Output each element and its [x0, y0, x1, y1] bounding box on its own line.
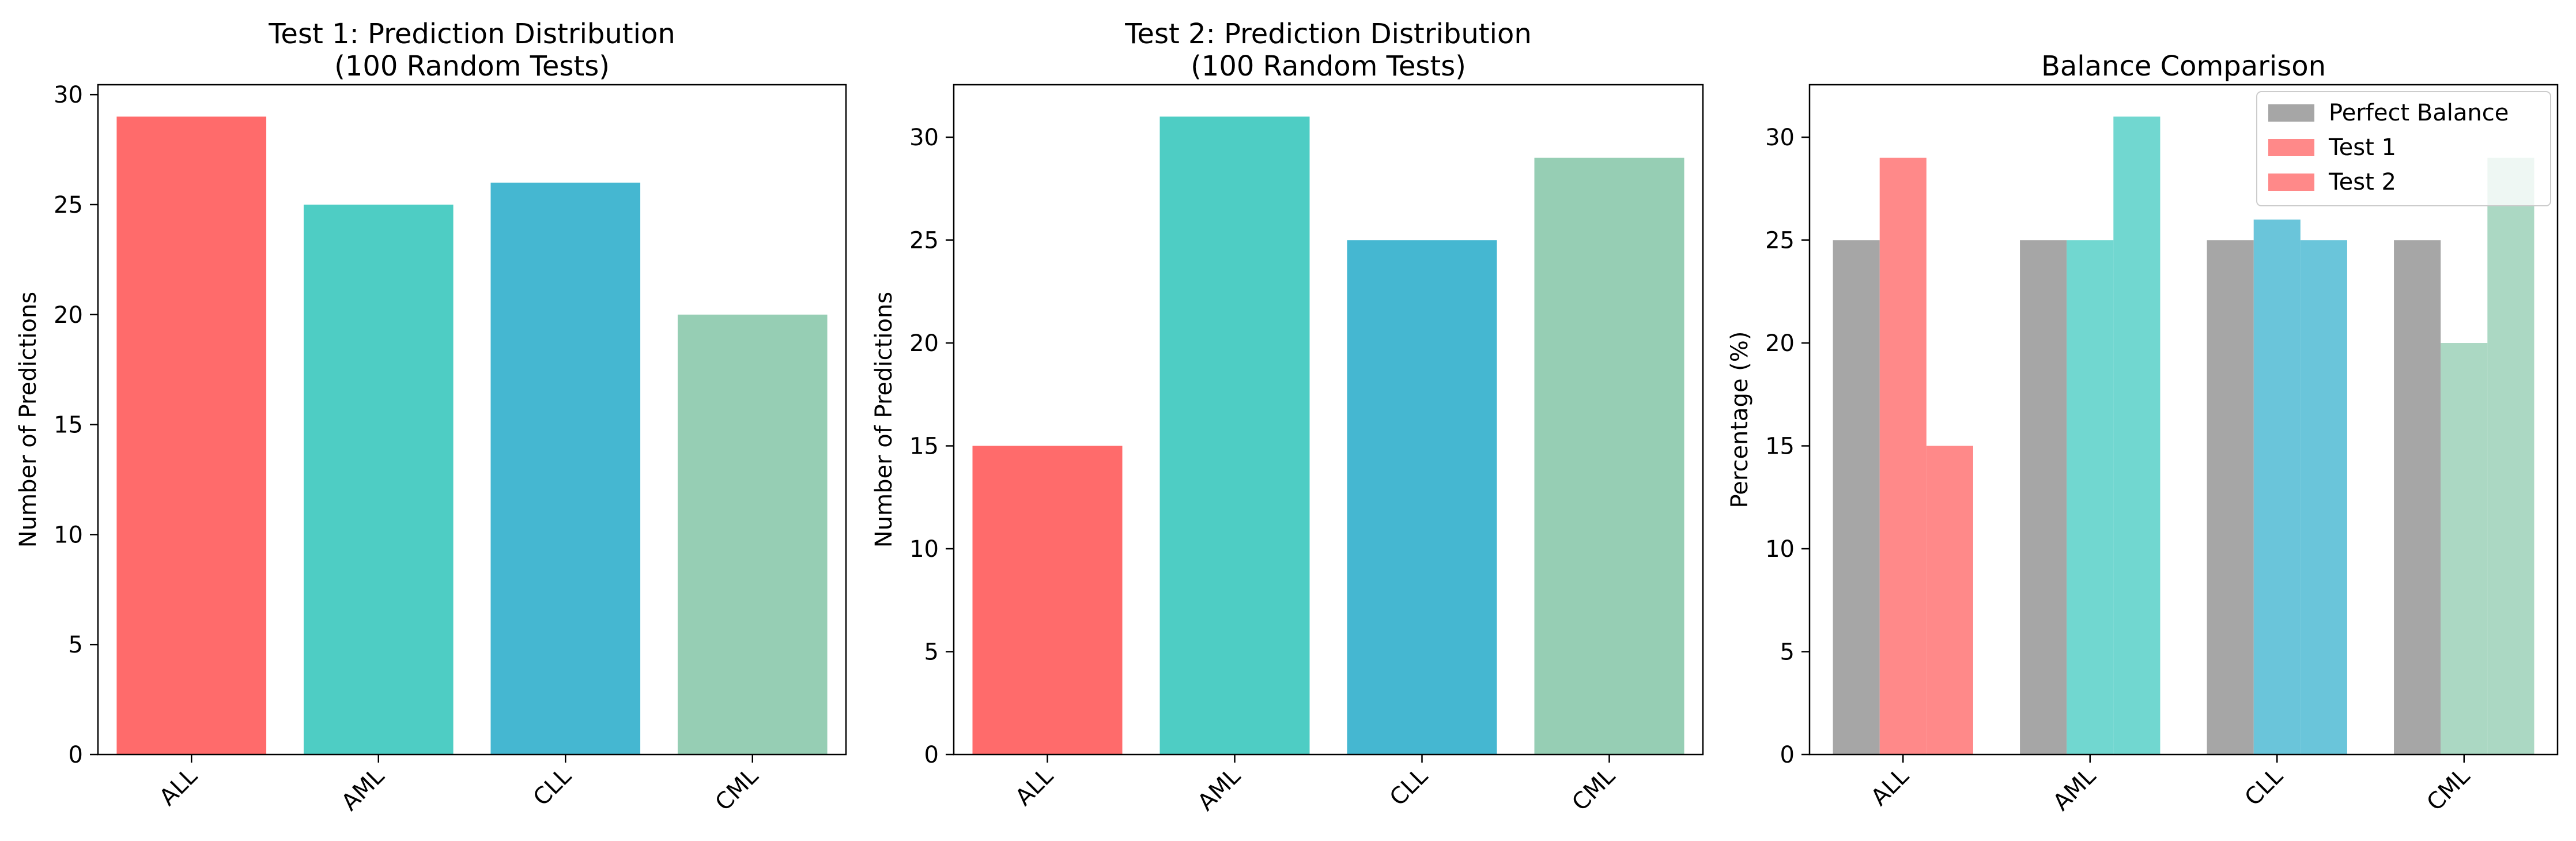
y-axis-label: Number of Predictions	[871, 292, 897, 548]
bar-aml	[1159, 116, 1310, 755]
bar-cll	[490, 182, 641, 755]
legend-label: Test 2	[2328, 169, 2396, 195]
y-tick-label: 5	[1780, 639, 1795, 666]
bar-perfect-balance-cml	[2394, 240, 2441, 755]
legend-box	[2256, 91, 2551, 206]
x-tick-label-cml: CML	[710, 763, 764, 816]
bar-aml	[303, 204, 454, 755]
legend-label: Test 1	[2328, 134, 2396, 161]
axes-frame	[97, 84, 847, 756]
bar-cll	[1347, 240, 1497, 755]
x-tick-label-cll: CLL	[1385, 763, 1433, 811]
bar-test-2-aml	[2113, 116, 2160, 755]
y-tick-label: 25	[909, 228, 939, 254]
x-tick-label-all: ALL	[1010, 763, 1059, 811]
y-tick-label: 5	[924, 639, 939, 666]
x-tick-label-aml: AML	[2048, 763, 2102, 816]
y-axis-label: Number of Predictions	[15, 292, 41, 548]
legend-label: Perfect Balance	[2329, 100, 2509, 126]
y-tick-label: 5	[69, 632, 83, 658]
bar-test-2-cml	[2487, 157, 2535, 755]
x-tick-label-all: ALL	[1866, 763, 1914, 811]
bar-test-2-all	[1926, 446, 1973, 755]
y-tick-label: 15	[909, 433, 939, 460]
y-tick-label: 10	[54, 522, 83, 548]
axes-frame	[953, 84, 1704, 756]
y-tick-label: 10	[909, 536, 939, 563]
y-tick-label: 15	[1765, 433, 1795, 460]
chart-panel-3: 0 5 10 15 20 25 30 ALL AML CLL CML Percentage (%) Ba…	[1727, 50, 2559, 816]
bar-test-2-cll	[2300, 240, 2347, 755]
chart-panel-1: 0 5 10 15 20 25 30 ALL AML CLL CML Number of Predic…	[15, 18, 847, 816]
x-tick-label-cll: CLL	[528, 763, 577, 811]
y-tick-label: 30	[54, 82, 83, 108]
chart-title: Test 2: Prediction Distribution (100 Rand…	[1124, 18, 1532, 82]
bar-perfect-balance-all	[1833, 240, 1880, 755]
y-tick-label: 30	[1765, 125, 1795, 151]
bar-test-1-aml	[2067, 240, 2114, 755]
legend-swatch	[2268, 139, 2314, 156]
axes-frame	[1808, 84, 2559, 756]
bar-perfect-balance-aml	[2020, 240, 2067, 755]
bar-test-1-cll	[2253, 219, 2301, 755]
y-tick-label: 25	[1765, 228, 1795, 254]
x-tick-label-aml: AML	[1193, 763, 1247, 816]
chart-title: Test 1: Prediction Distribution (100 Rand…	[268, 18, 675, 82]
y-tick-label: 15	[54, 412, 83, 439]
x-tick-label-cml: CML	[2422, 763, 2475, 816]
legend: Perfect Balance Test 1 Test 2	[2256, 91, 2551, 206]
bar-all	[116, 116, 267, 755]
y-axis-label: Percentage (%)	[1727, 331, 1753, 508]
bar-perfect-balance-cll	[2207, 240, 2254, 755]
legend-swatch	[2268, 174, 2314, 191]
chart-title: Balance Comparison	[2041, 50, 2326, 82]
bar-test-1-all	[1879, 157, 1927, 755]
x-tick-label-cll: CLL	[2240, 763, 2288, 811]
bar-test-1-cml	[2441, 343, 2488, 755]
bar-cml	[677, 314, 828, 755]
x-tick-label-aml: AML	[337, 763, 390, 816]
bar-cml	[1534, 157, 1684, 755]
legend-swatch	[2268, 104, 2314, 122]
y-tick-label: 20	[54, 302, 83, 329]
y-tick-label: 0	[69, 742, 83, 768]
y-tick-label: 30	[909, 125, 939, 151]
bar-all	[972, 446, 1123, 755]
chart-panel-2: 0 5 10 15 20 25 30 ALL AML CLL CML Number of Predic…	[871, 18, 1704, 816]
y-tick-label: 0	[1780, 742, 1795, 768]
x-tick-label-all: ALL	[154, 763, 203, 811]
y-tick-label: 20	[1765, 330, 1795, 357]
y-tick-label: 20	[909, 330, 939, 357]
y-tick-label: 0	[924, 742, 939, 768]
y-tick-label: 25	[54, 192, 83, 218]
y-tick-label: 10	[1765, 536, 1795, 563]
x-tick-label-cml: CML	[1567, 763, 1621, 816]
